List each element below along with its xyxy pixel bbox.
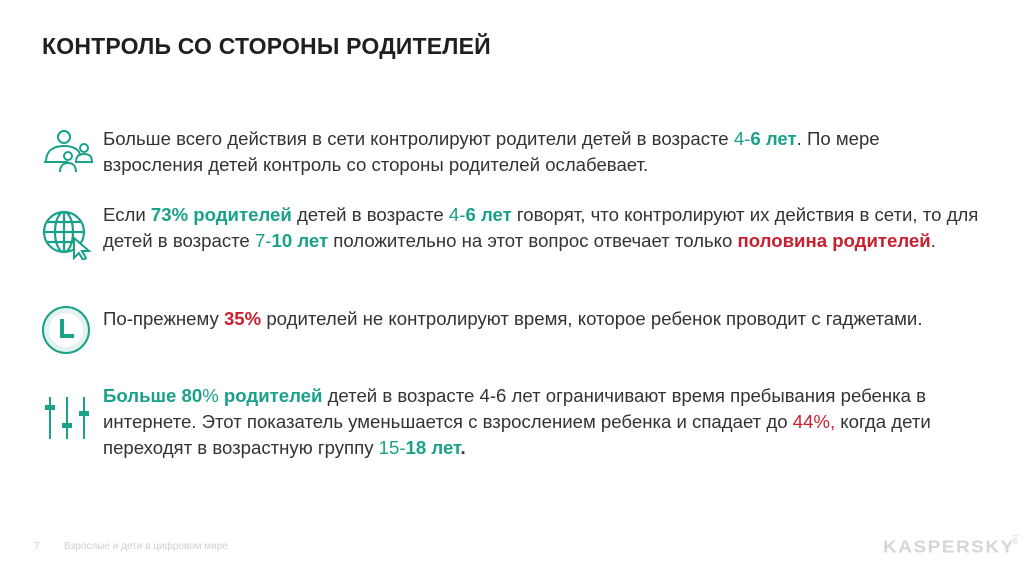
page-number: 7	[34, 541, 40, 552]
slide-title: КОНТРОЛЬ СО СТОРОНЫ РОДИТЕЛЕЙ	[42, 33, 491, 59]
info-text-4: Больше 80% родителей детей в возрасте 4-…	[103, 385, 931, 458]
info-text-1: Больше всего действия в сети контролирую…	[103, 128, 880, 175]
footer-caption: Взрослые и дети в цифровом мире	[64, 541, 228, 552]
kaspersky-lab-mark: lab	[1011, 535, 1018, 545]
info-text-2: Если 73% родителей детей в возрасте 4-6 …	[103, 204, 979, 251]
parent-child-icon	[40, 126, 96, 178]
kaspersky-logo: KASPERSKY	[883, 538, 1015, 557]
info-text-3: По-прежнему 35% родителей не контролирую…	[103, 308, 923, 329]
globe-cursor-icon	[40, 208, 96, 260]
sliders-icon	[40, 393, 96, 445]
clock-icon	[40, 304, 96, 356]
